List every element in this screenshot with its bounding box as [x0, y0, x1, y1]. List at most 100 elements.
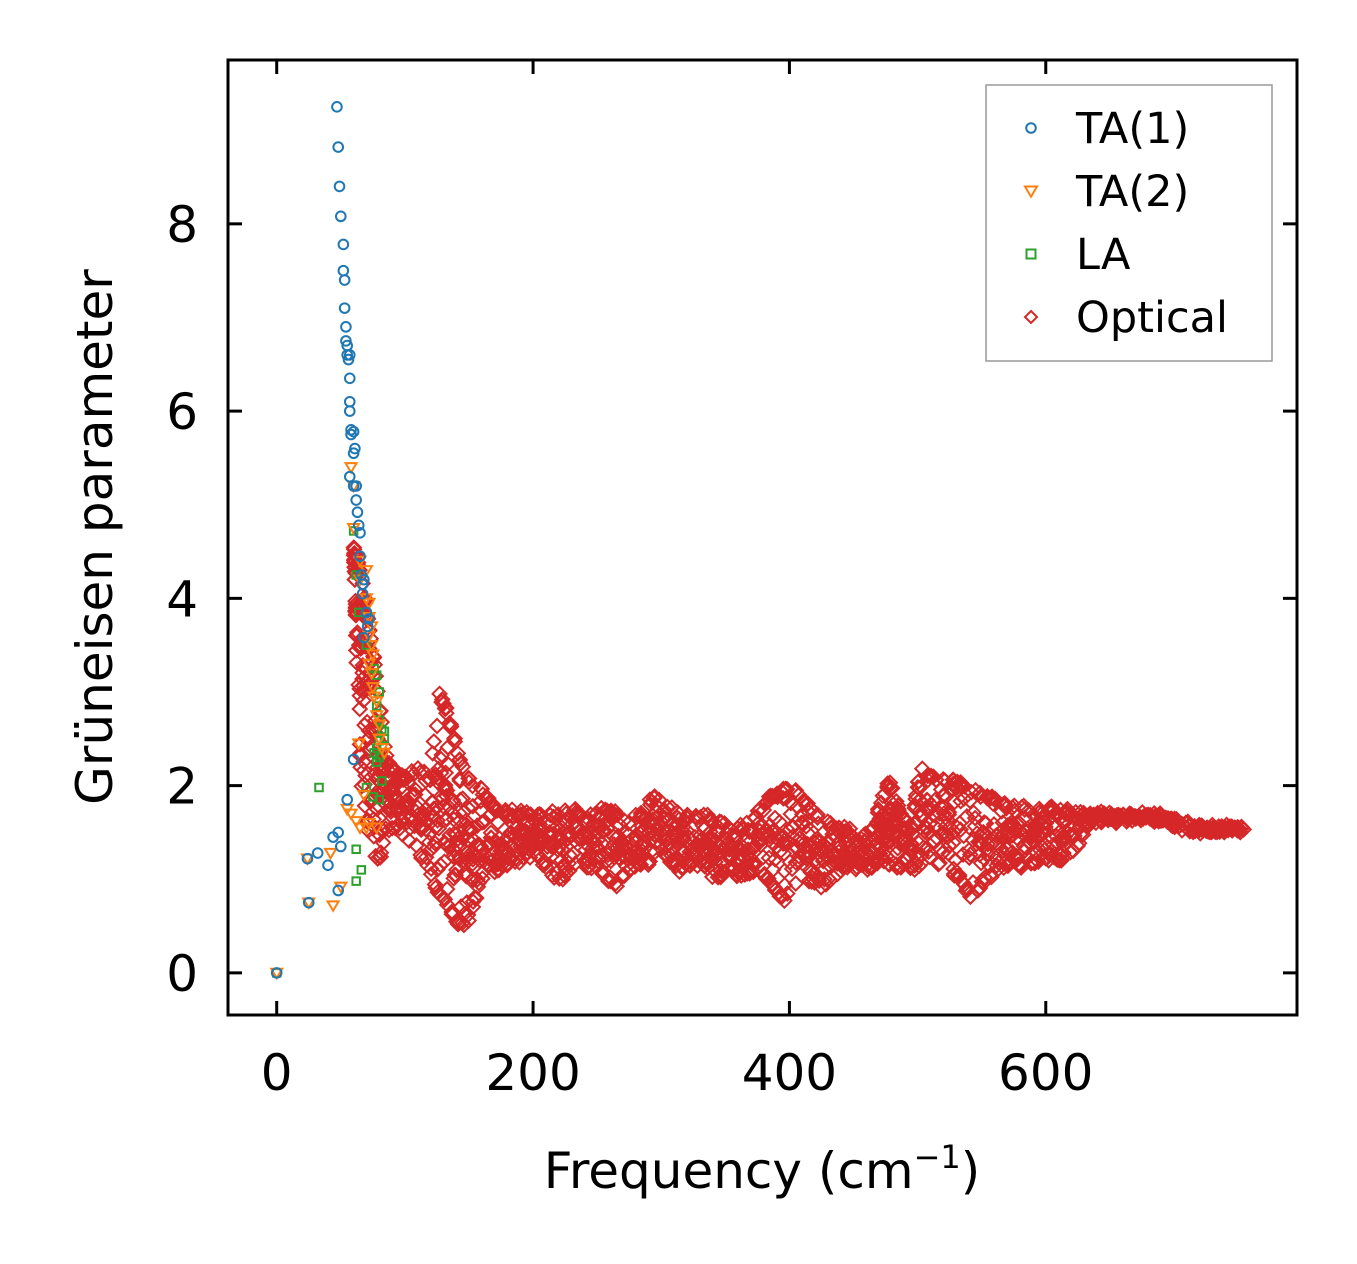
optical-point: [532, 823, 550, 840]
series-ta2-point: [377, 747, 392, 761]
series-ta1-point: [341, 793, 354, 806]
optical-point: [816, 870, 833, 888]
optical-point: [447, 861, 465, 879]
optical-point: [1125, 807, 1143, 825]
optical-point: [477, 854, 495, 872]
optical-point: [360, 722, 378, 740]
optical-point: [545, 808, 563, 826]
optical-point: [417, 848, 435, 866]
optical-point: [938, 826, 956, 844]
optical-point: [685, 842, 703, 860]
optical-point: [454, 790, 472, 808]
series-ta1-point: [363, 613, 375, 625]
optical-point: [1009, 856, 1027, 874]
optical-point: [1222, 819, 1240, 836]
series-la-point: [371, 701, 382, 711]
series-ta1-point: [352, 519, 365, 532]
series-ta1-point: [356, 587, 369, 600]
optical-point: [564, 845, 582, 862]
optical-point: [558, 826, 576, 844]
series-ta1: [270, 101, 375, 979]
optical-point: [663, 814, 681, 832]
optical-point: [1002, 852, 1020, 870]
optical-point: [544, 825, 562, 843]
optical-point: [557, 805, 575, 823]
optical-point: [439, 755, 457, 773]
optical-point: [903, 836, 921, 854]
optical-point: [599, 872, 617, 890]
optical-point: [774, 780, 792, 798]
optical-point: [506, 853, 524, 871]
optical-point: [1121, 807, 1139, 825]
optical-point: [425, 800, 443, 818]
series-ta1-point: [333, 180, 346, 193]
series-ta1-point: [358, 631, 370, 644]
optical-point: [754, 848, 772, 866]
series-ta2-point: [325, 900, 341, 913]
optical-point: [446, 730, 463, 748]
series-ta2-point: [343, 462, 359, 475]
optical-point: [466, 889, 483, 907]
optical-point: [570, 804, 588, 822]
optical-point: [537, 845, 555, 863]
optical-point: [801, 861, 819, 879]
series-ta2-point: [351, 738, 366, 751]
y-tick-label: 6: [166, 383, 198, 441]
series-ta1-point: [343, 349, 356, 361]
optical-point: [1197, 822, 1215, 840]
optical-point: [1041, 846, 1059, 864]
legend-marker-optical: [1023, 309, 1039, 325]
optical-point: [1043, 800, 1061, 818]
optical-point: [673, 840, 691, 858]
optical-point: [998, 799, 1015, 817]
series-ta2-point: [356, 789, 372, 803]
optical-point: [913, 760, 931, 778]
optical-point: [465, 871, 482, 888]
series-ta1-point: [347, 447, 360, 460]
optical-point: [889, 797, 907, 814]
optical-point: [717, 824, 735, 842]
series-optical: [345, 539, 1253, 934]
optical-point: [764, 787, 782, 805]
optical-point: [372, 844, 390, 862]
optical-point: [1037, 814, 1055, 832]
optical-point: [760, 849, 778, 867]
optical-point: [627, 806, 645, 824]
optical-point: [764, 861, 782, 879]
optical-point: [1057, 805, 1075, 823]
optical-point: [446, 849, 464, 866]
optical-point: [358, 713, 376, 731]
optical-point: [952, 775, 969, 793]
optical-point: [952, 774, 970, 791]
optical-point: [431, 856, 449, 874]
optical-point: [931, 854, 949, 872]
series-ta2-point: [365, 682, 381, 695]
optical-point: [432, 750, 449, 767]
optical-point: [976, 869, 994, 887]
series-la-point: [374, 794, 384, 805]
optical-point: [763, 875, 781, 893]
optical-point: [739, 841, 757, 859]
optical-point: [646, 843, 664, 861]
optical-point: [723, 837, 741, 855]
optical-point: [619, 815, 637, 833]
optical-point: [940, 837, 958, 855]
optical-point: [437, 704, 455, 722]
optical-point: [437, 699, 455, 717]
optical-point: [840, 824, 858, 842]
series-la-point: [356, 865, 367, 875]
optical-point: [506, 828, 524, 846]
optical-point: [829, 865, 846, 883]
optical-point: [639, 856, 657, 874]
optical-point: [925, 832, 943, 850]
optical-point: [374, 834, 392, 852]
optical-point: [474, 870, 491, 887]
optical-point: [674, 822, 692, 840]
optical-point: [380, 762, 398, 779]
optical-point: [579, 814, 597, 832]
series-ta2-point: [364, 668, 379, 681]
series-ta1-point: [358, 573, 370, 586]
series-ta1-point: [342, 353, 355, 366]
optical-point: [521, 849, 539, 866]
optical-point: [874, 821, 892, 838]
